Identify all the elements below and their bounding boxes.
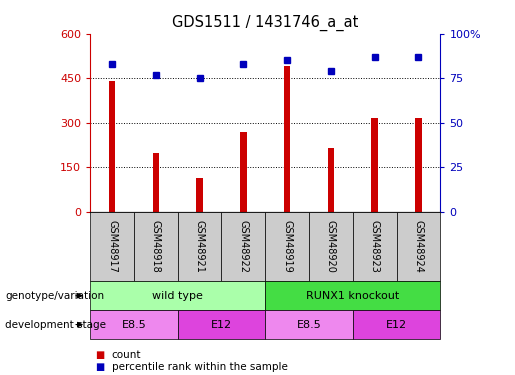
Text: wild type: wild type — [152, 291, 203, 301]
Title: GDS1511 / 1431746_a_at: GDS1511 / 1431746_a_at — [172, 15, 358, 31]
Text: E8.5: E8.5 — [297, 320, 321, 330]
Text: GSM48917: GSM48917 — [107, 220, 117, 273]
Text: development stage: development stage — [5, 320, 106, 330]
Text: GSM48921: GSM48921 — [195, 220, 204, 273]
Text: count: count — [112, 350, 141, 360]
Text: GSM48918: GSM48918 — [151, 220, 161, 273]
Bar — [415, 118, 422, 212]
Text: RUNX1 knockout: RUNX1 knockout — [306, 291, 400, 301]
Text: ■: ■ — [95, 362, 105, 372]
Bar — [109, 81, 115, 212]
Bar — [196, 178, 203, 212]
Text: GSM48923: GSM48923 — [370, 220, 380, 273]
Bar — [240, 132, 247, 212]
Text: E12: E12 — [211, 320, 232, 330]
Bar — [284, 66, 290, 212]
Text: E12: E12 — [386, 320, 407, 330]
Text: E8.5: E8.5 — [122, 320, 146, 330]
Text: ■: ■ — [95, 350, 105, 360]
Text: GSM48919: GSM48919 — [282, 220, 292, 273]
Text: genotype/variation: genotype/variation — [5, 291, 104, 301]
Bar — [328, 148, 334, 212]
Text: GSM48920: GSM48920 — [326, 220, 336, 273]
Text: GSM48924: GSM48924 — [414, 220, 423, 273]
Bar — [152, 153, 159, 212]
Bar — [371, 118, 378, 212]
Text: percentile rank within the sample: percentile rank within the sample — [112, 362, 288, 372]
Text: GSM48922: GSM48922 — [238, 220, 248, 273]
